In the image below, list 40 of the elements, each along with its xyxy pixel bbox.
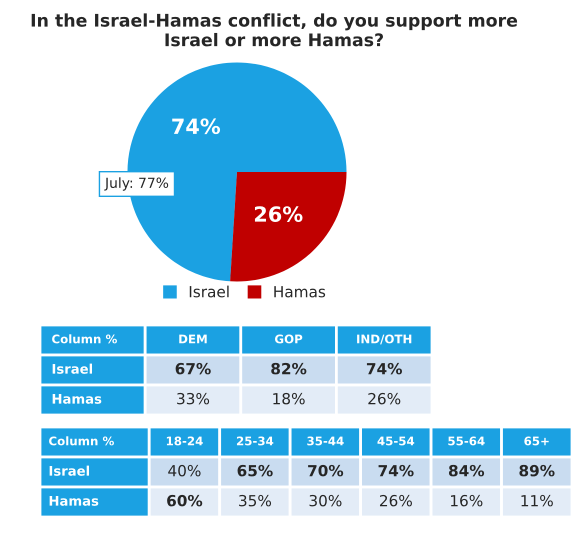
data-label: 74%	[366, 362, 402, 374]
x-tick-label: 25-34	[236, 436, 274, 446]
data-label: 82%	[271, 362, 306, 374]
legend-label: Israel	[190, 286, 229, 298]
data-label: 30%	[310, 494, 342, 506]
x-tick-label: 65+	[524, 436, 549, 446]
data-label: 65%	[238, 464, 273, 476]
data-label: 40%	[168, 464, 201, 476]
legend-label: Hamas	[274, 286, 326, 298]
x-tick-label: IND/OTH	[357, 334, 412, 344]
data-label: 26%	[254, 206, 303, 222]
data-label: 70%	[308, 464, 344, 476]
data-label: 60%	[167, 494, 202, 506]
x-tick-label: 55-64	[448, 436, 485, 446]
x-tick-label: 18-24	[166, 436, 203, 446]
y-tick-label: Israel	[52, 364, 92, 374]
data-label: 35%	[239, 494, 272, 506]
data-label: 89%	[519, 464, 555, 476]
pie-slice	[230, 172, 347, 282]
x-tick-label: GOP	[274, 334, 302, 344]
data-label: 26%	[380, 494, 412, 506]
data-label: 33%	[177, 392, 210, 404]
data-label: 26%	[368, 392, 400, 404]
x-tick-label: 35-44	[307, 436, 344, 446]
data-label: 74%	[378, 464, 414, 476]
y-tick-label: Israel	[50, 466, 89, 476]
chart-title: Column %	[49, 436, 114, 446]
data-label: 67%	[176, 362, 211, 374]
data-label: 74%	[172, 118, 220, 134]
text: July: 77%	[104, 177, 168, 191]
data-label: 16%	[451, 494, 482, 506]
y-tick-label: Hamas	[52, 394, 102, 404]
data-label: 11%	[521, 494, 553, 506]
x-tick-label: DEM	[179, 334, 207, 344]
data-label: 18%	[273, 392, 305, 404]
chart-title: Column %	[52, 334, 117, 344]
data-label: 84%	[448, 464, 484, 476]
chart-title: In the Israel-Hamas conflict, do you support more Israel or more Hamas?	[32, 13, 518, 46]
y-tick-label: Hamas	[50, 496, 98, 506]
x-tick-label: 45-54	[377, 436, 414, 446]
